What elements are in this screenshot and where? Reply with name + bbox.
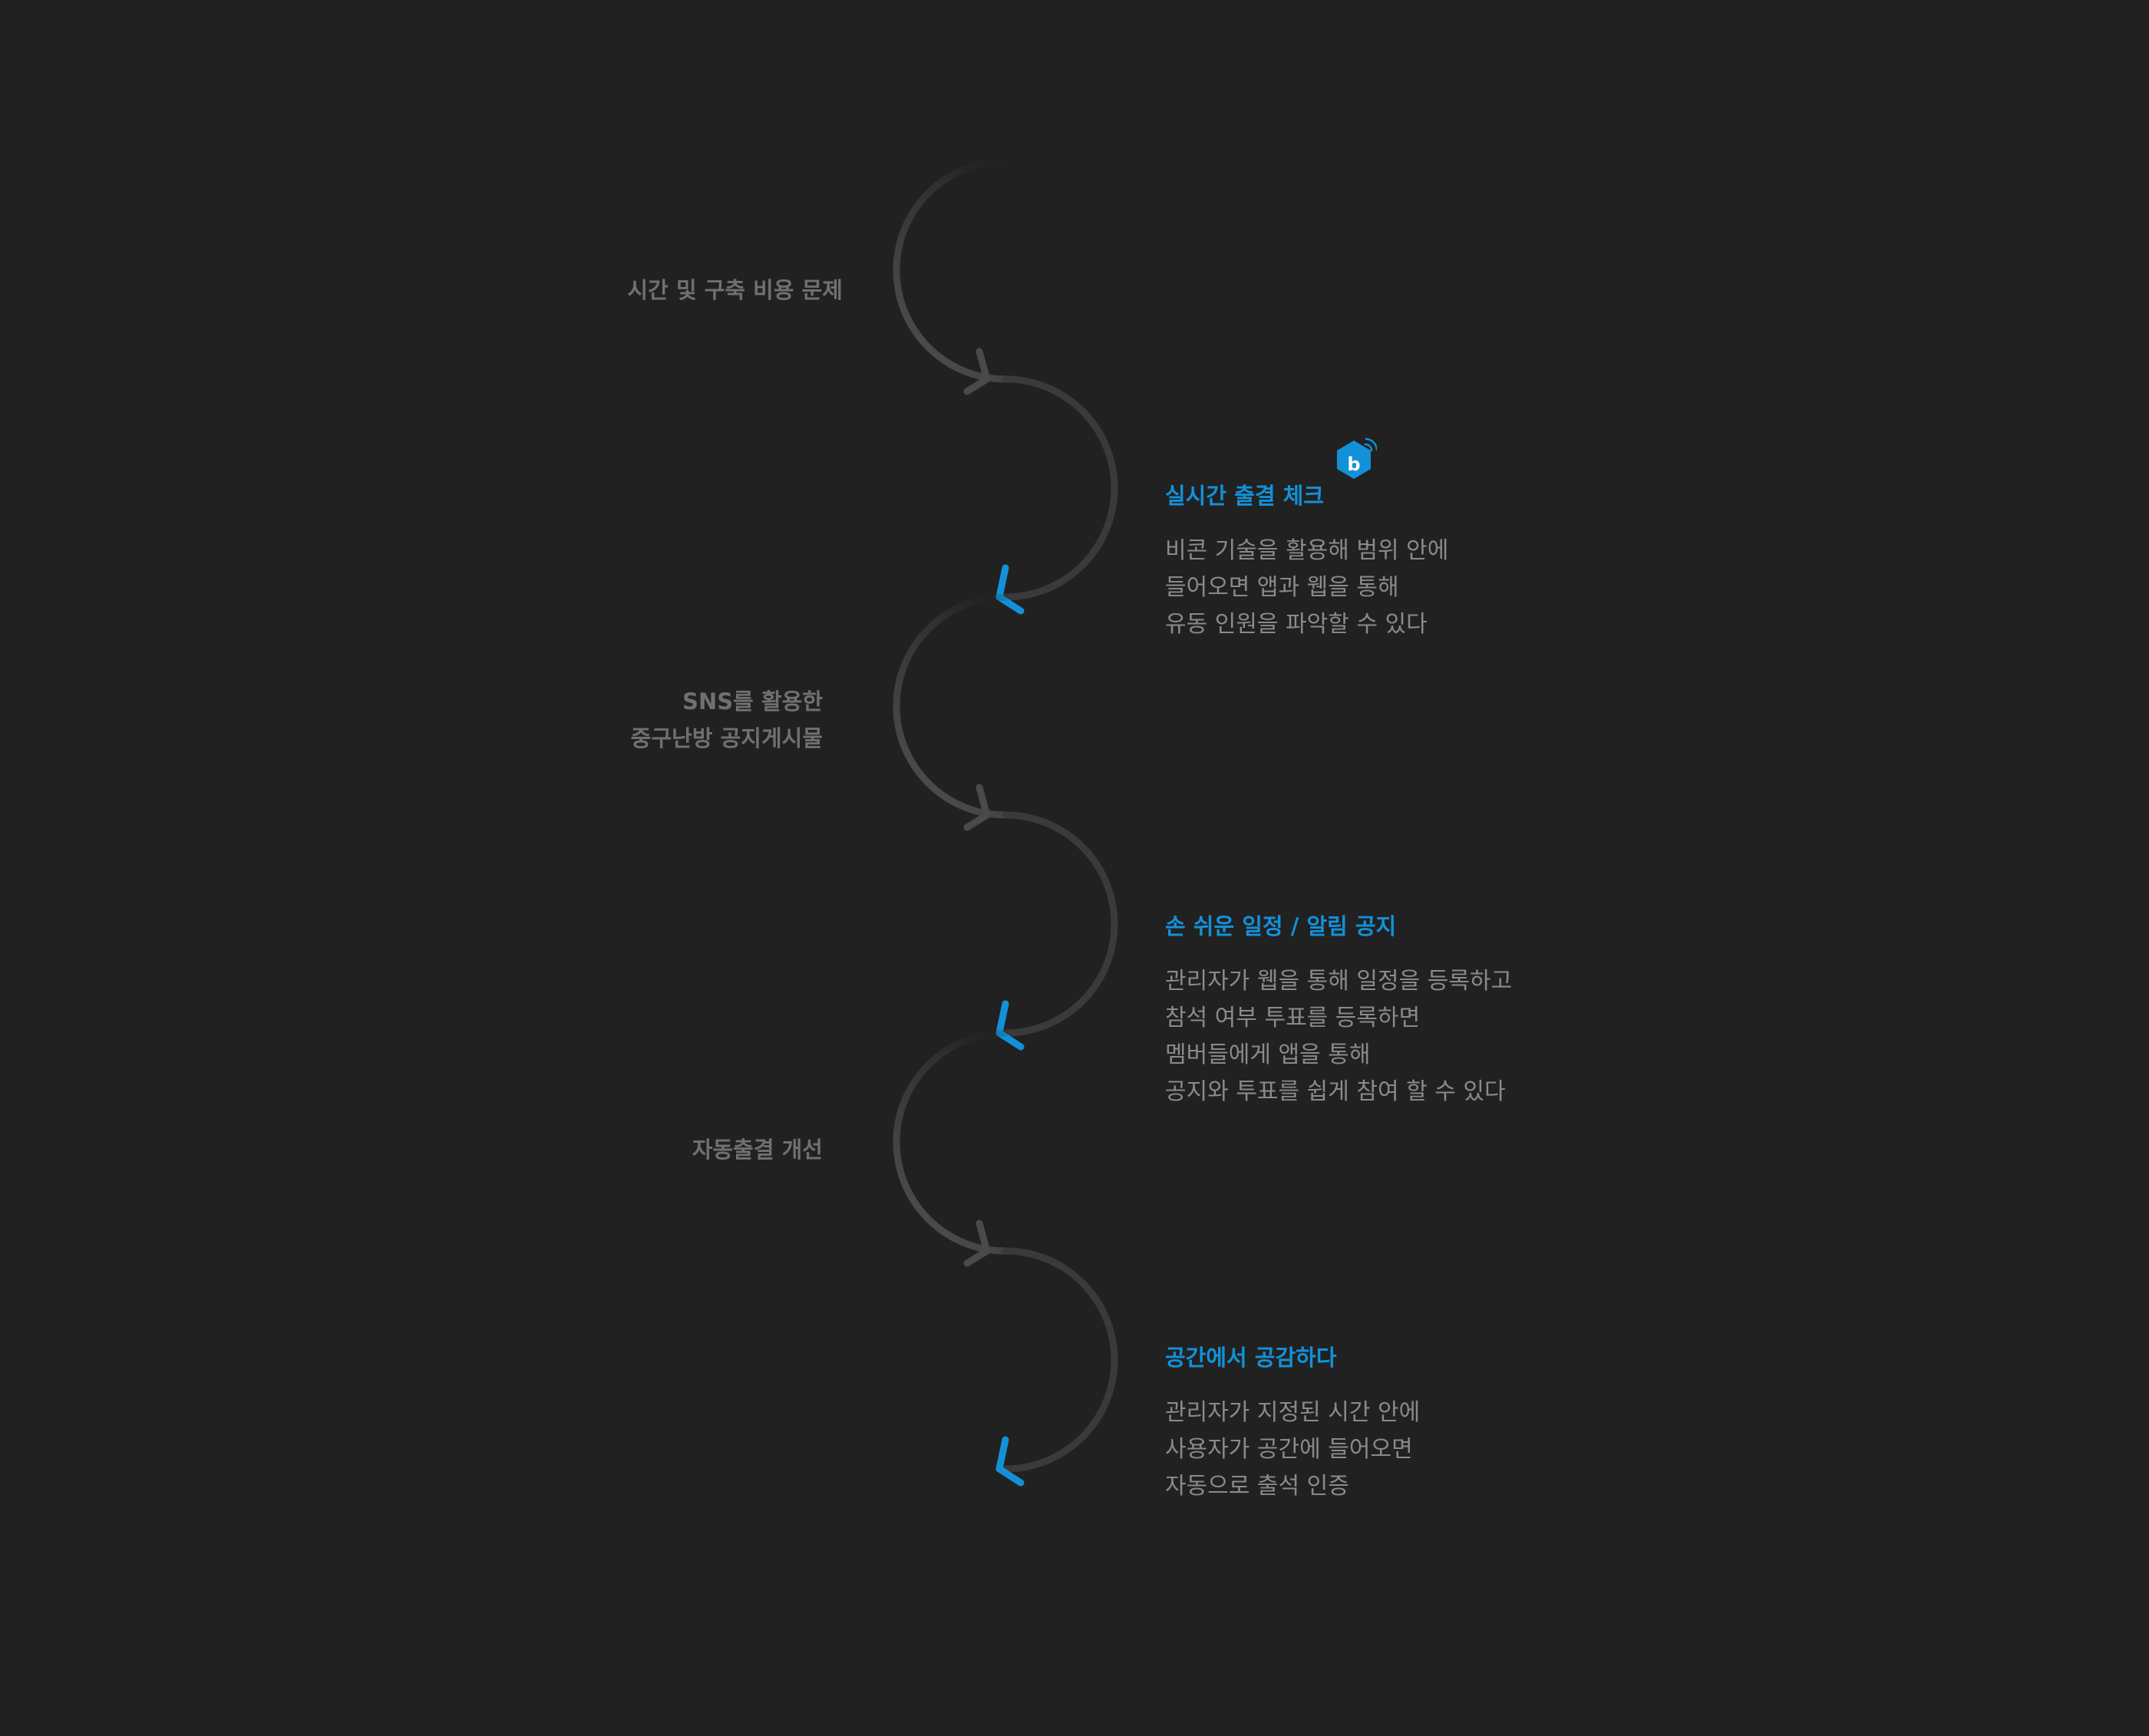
solution-line: 관리자가 웹을 통해 일정을 등록하고 bbox=[1165, 968, 1513, 995]
arrow-curve bbox=[1002, 811, 1118, 1037]
solution-title: 손 쉬운 일정 / 알림 공지 bbox=[1165, 913, 1397, 939]
solution-description: 비콘 기술을 활용해 범위 안에 들어오면 앱과 웹을 통해 유동 인원을 파악… bbox=[1165, 533, 1448, 643]
problem-line: 시간 및 구축 비용 문제 bbox=[627, 277, 843, 303]
beacon-icon: b bbox=[1337, 437, 1377, 479]
solution-arrow-2 bbox=[995, 811, 1118, 1051]
solution-line: 공지와 투표를 쉽게 참여 할 수 있다 bbox=[1165, 1078, 1506, 1105]
problem-line: 중구난방 공지게시물 bbox=[630, 725, 823, 751]
problem-line: SNS를 활용한 bbox=[682, 688, 823, 715]
problem-label-2: SNS를 활용한 중구난방 공지게시물 bbox=[631, 683, 823, 757]
solution-block-3: 공간에서 공감하다 관리자가 지정된 시간 안에 사용자가 공간에 들어오면 자… bbox=[1165, 1341, 1420, 1505]
solution-block-1: 실시간 출결 체크 비콘 기술을 활용해 범위 안에 들어오면 앱과 웹을 통해… bbox=[1165, 479, 1448, 643]
arrow-curve bbox=[893, 593, 1009, 819]
problem-label-1: 시간 및 구축 비용 문제 bbox=[627, 272, 843, 309]
solution-line: 자동으로 출석 인증 bbox=[1165, 1473, 1349, 1500]
problem-label-3: 자동출결 개선 bbox=[692, 1131, 823, 1168]
solution-description: 관리자가 웹을 통해 일정을 등록하고 참석 여부 투표를 등록하면 멤버들에게… bbox=[1165, 963, 1512, 1111]
solution-line: 참석 여부 투표를 등록하면 bbox=[1165, 1005, 1421, 1031]
svg-text:b: b bbox=[1347, 454, 1360, 475]
arrow-curve bbox=[893, 1029, 1009, 1255]
arrow-head-icon bbox=[963, 1219, 991, 1267]
problem-arrow-3 bbox=[893, 1029, 1009, 1267]
arrow-head-icon bbox=[963, 784, 991, 831]
solution-line: 사용자가 공간에 들어오면 bbox=[1165, 1436, 1413, 1463]
solution-title: 공간에서 공감하다 bbox=[1165, 1345, 1337, 1371]
arrow-curve bbox=[1002, 1247, 1118, 1473]
solution-line: 비콘 기술을 활용해 범위 안에 bbox=[1165, 537, 1449, 564]
solution-line: 유동 인원을 파악할 수 있다 bbox=[1165, 611, 1428, 638]
problem-arrow-1 bbox=[893, 157, 1009, 395]
solution-block-2: 손 쉬운 일정 / 알림 공지 관리자가 웹을 통해 일정을 등록하고 참석 여… bbox=[1165, 909, 1512, 1111]
solution-description: 관리자가 지정된 시간 안에 사용자가 공간에 들어오면 자동으로 출석 인증 bbox=[1165, 1394, 1420, 1505]
arrow-head-icon bbox=[963, 348, 991, 395]
solution-arrow-3 bbox=[995, 1247, 1118, 1487]
arrow-head-icon bbox=[995, 1000, 1025, 1051]
problem-line: 자동출결 개선 bbox=[692, 1137, 823, 1163]
arrow-head-icon bbox=[995, 564, 1025, 615]
problem-arrow-2 bbox=[893, 593, 1009, 831]
solution-line: 들어오면 앱과 웹을 통해 bbox=[1165, 574, 1399, 601]
solution-arrow-1 bbox=[995, 375, 1118, 615]
arrow-curve bbox=[893, 157, 1009, 383]
arrow-head-icon bbox=[995, 1436, 1025, 1487]
solution-line: 관리자가 지정된 시간 안에 bbox=[1165, 1399, 1421, 1426]
solution-line: 멤버들에게 앱을 통해 bbox=[1165, 1041, 1371, 1068]
arrow-curve bbox=[1002, 375, 1118, 601]
solution-title: 실시간 출결 체크 bbox=[1165, 483, 1324, 509]
